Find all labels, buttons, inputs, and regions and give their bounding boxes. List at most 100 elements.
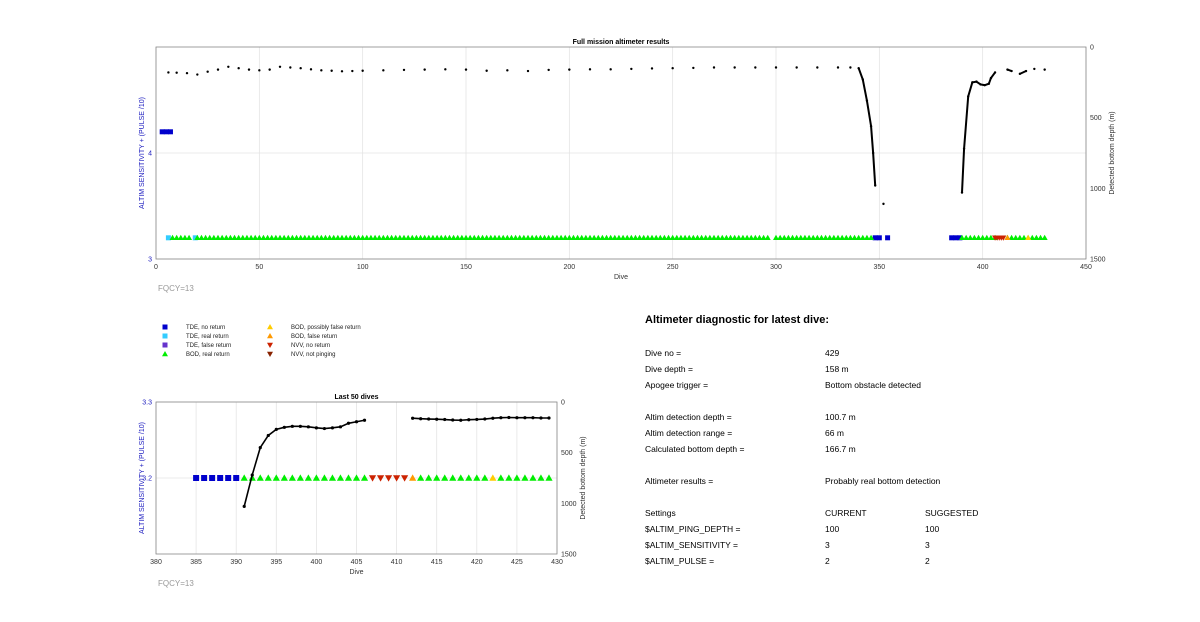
marker-bod-real-return [318, 234, 325, 241]
y-right-tick-label: 1000 [561, 501, 577, 508]
legend-label: BOD, real return [186, 352, 230, 358]
marker-bod-real-return [322, 234, 329, 241]
marker-bod-real-return [723, 234, 730, 241]
dive-no-label: Dive no = [645, 348, 682, 358]
depth-point [491, 416, 495, 420]
marker-bod-real-return [661, 234, 668, 241]
depth-point [871, 151, 875, 155]
marker-bod-real-return [566, 234, 573, 241]
marker-bod-real-return [314, 234, 321, 241]
marker-bod-real-return [822, 234, 829, 241]
marker-bod-real-return [177, 234, 184, 241]
y-right-tick-label: 500 [561, 450, 573, 457]
marker-bod-real-return [752, 234, 759, 241]
det-range-value: 66 m [825, 428, 844, 438]
depth-point [515, 416, 519, 420]
marker-bod-real-return [830, 234, 837, 241]
marker-bod-real-return [433, 474, 441, 481]
marker-nvv-no-return [384, 475, 393, 482]
frequency-note: FQCY=13 [158, 284, 194, 293]
marker-bod-real-return [206, 234, 213, 241]
marker-bod-real-return [505, 474, 513, 481]
frequency-note: FQCY=13 [158, 579, 194, 588]
marker-bod-real-return [508, 234, 515, 241]
y-left-tick-label: 3.3 [142, 400, 152, 407]
marker-tde-no-return [159, 129, 165, 135]
legend-label: BOD, possibly false return [291, 325, 361, 331]
marker-bod-real-return [248, 234, 255, 241]
x-tick-label: 425 [511, 559, 523, 566]
y-right-axis-label: Detected bottom depth (m) [580, 436, 587, 519]
marker-bod-real-return [296, 474, 304, 481]
marker-tde-no-return [953, 235, 959, 241]
marker-bod-real-return [240, 474, 248, 481]
marker-bod-real-return [297, 234, 304, 241]
marker-bod-real-return [409, 234, 416, 241]
marker-bod-real-return [797, 234, 804, 241]
legend-label: BOD, false return [291, 334, 337, 340]
marker-bod-real-return [434, 234, 441, 241]
depth-point [330, 69, 333, 72]
x-tick-label: 405 [351, 559, 363, 566]
marker-bod-real-return-late- [1012, 234, 1019, 241]
marker-bod-real-return [425, 474, 433, 481]
marker-bod-real-return [698, 234, 705, 241]
marker-tde-no-return [957, 235, 963, 241]
marker-bod-real-return [352, 474, 361, 481]
marker-bod-real-return [810, 234, 817, 241]
depth-point [289, 66, 292, 69]
marker-bod-real-return [483, 234, 490, 241]
x-tick-label: 200 [563, 264, 575, 271]
depth-point [206, 70, 209, 73]
marker-bod-real-return [312, 474, 320, 481]
depth-point [330, 426, 335, 430]
marker-tde-no-return [876, 235, 882, 241]
depth-point [861, 78, 864, 81]
x-tick-label: 400 [977, 264, 989, 271]
suggested-header: SUGGESTED [925, 508, 979, 518]
depth-point [290, 424, 294, 428]
marker-bod-real-return [285, 234, 292, 241]
marker-bod-real-return [801, 234, 808, 241]
marker-bod-real-return [351, 234, 358, 241]
legend-label: TDE, no return [186, 325, 225, 331]
depth-point [712, 66, 716, 69]
marker-bod-real-return [363, 234, 370, 241]
marker-nvv-no-return [376, 475, 385, 482]
depth-point [568, 68, 571, 71]
legend-marker [267, 342, 273, 348]
depth-point [1024, 69, 1028, 73]
marker-bod-real-return [587, 234, 593, 241]
marker-bod-real-return [219, 234, 226, 241]
marker-bod-real-return [239, 234, 246, 241]
marker-bod-real-return [264, 474, 272, 481]
depth-line [857, 67, 877, 186]
marker-bod-real-return [310, 234, 317, 241]
marker-bod-real-return [496, 234, 503, 241]
marker-bod-real-return [376, 234, 383, 241]
y-right-tick-label: 1500 [561, 552, 577, 559]
marker-bod-real-return [186, 234, 193, 241]
det-depth-label: Altim detection depth = [645, 412, 732, 422]
depth-point [467, 418, 471, 422]
marker-bod-real-return [304, 474, 312, 481]
marker-bod-real-return [719, 234, 726, 241]
marker-bod-real-return [417, 234, 424, 241]
marker-bod-real-return [644, 234, 651, 241]
x-tick-label: 300 [770, 264, 782, 271]
marker-bod-real-return [789, 234, 796, 241]
depth-point [1010, 69, 1013, 73]
depth-point [196, 73, 199, 76]
depth-point [692, 66, 695, 70]
y-left-tick-label: 3 [148, 257, 152, 264]
marker-bod-real-return [450, 234, 457, 241]
marker-bod-real-return [401, 234, 407, 241]
marker-bod-real-return [481, 474, 489, 481]
marker-bod-real-return [252, 234, 259, 241]
x-tick-label: 0 [154, 264, 158, 271]
pulse-suggested: 2 [925, 556, 930, 566]
depth-point [464, 68, 468, 71]
marker-bod-real-return [372, 234, 379, 241]
marker-bod-real-return [289, 234, 296, 241]
marker-bod-real-return [343, 234, 350, 241]
